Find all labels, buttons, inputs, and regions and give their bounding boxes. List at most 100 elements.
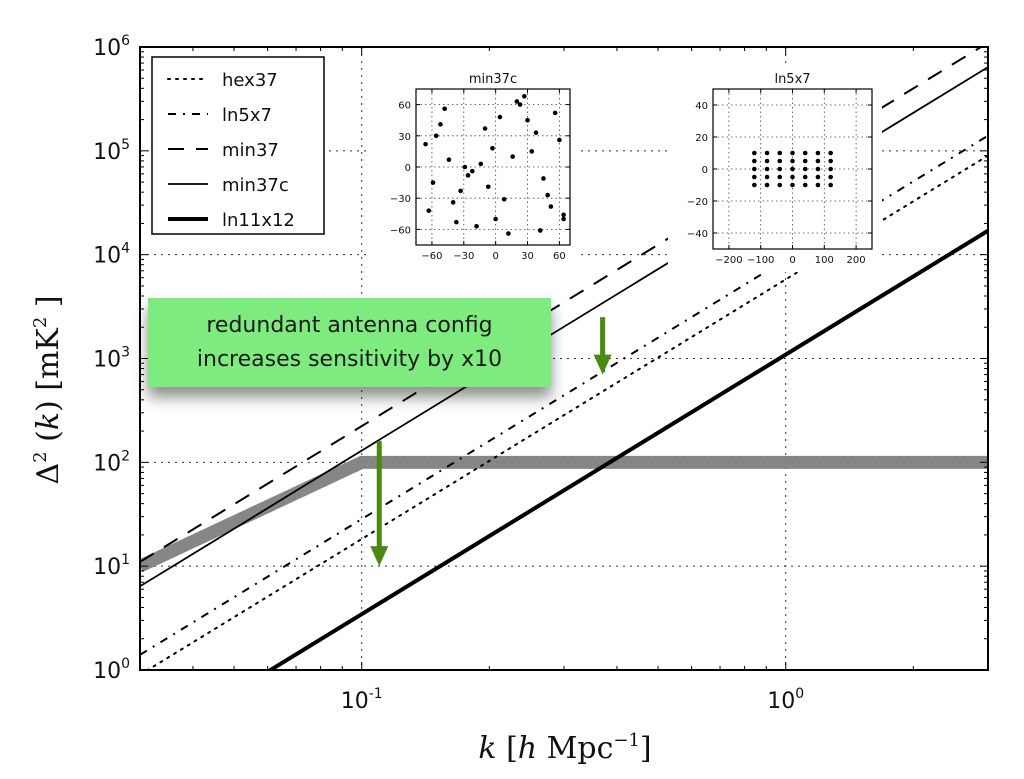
inset-point <box>790 158 795 164</box>
inset-point <box>752 166 757 172</box>
inset-point <box>790 174 795 180</box>
inset-point <box>557 137 562 143</box>
inset-point <box>752 174 757 180</box>
y-tick-label: 101 <box>93 552 130 580</box>
annotation-line-1: redundant antenna config <box>206 312 493 338</box>
inset-point <box>790 182 795 188</box>
down-arrow-head <box>593 354 612 375</box>
inset-point <box>423 141 428 147</box>
inset-x-tick-label: 0 <box>492 251 498 262</box>
x-tick-label: 10-1 <box>341 686 383 714</box>
inset-x-tick-label: 0 <box>789 255 795 266</box>
inset-x-tick-label: −30 <box>453 251 474 262</box>
inset-point <box>561 212 566 218</box>
inset-point <box>458 188 463 194</box>
inset-x-tick-label: −200 <box>715 255 742 266</box>
inset-point <box>478 161 484 167</box>
inset-point <box>752 158 757 164</box>
inset-y-tick-label: 20 <box>695 133 708 144</box>
legend-label-ln5x7: ln5x7 <box>222 105 272 126</box>
inset-x-tick-label: −100 <box>747 255 774 266</box>
inset-min37c: −60 −30 0 30 60 −60 −30 0 30 60 min37c <box>371 67 580 268</box>
inset-point <box>446 157 452 163</box>
inset-point <box>506 231 511 236</box>
inset-point <box>514 99 520 104</box>
inset-y-tick-label: −20 <box>687 197 708 208</box>
inset-point <box>777 182 783 188</box>
inset-point <box>537 228 543 233</box>
inset-point <box>828 182 833 188</box>
inset-point <box>828 150 833 156</box>
inset-point <box>541 176 546 181</box>
inset-point <box>433 133 439 139</box>
inset-point <box>474 223 479 229</box>
legend-box <box>151 56 325 235</box>
inset-point <box>828 158 833 164</box>
inset-point <box>522 93 527 99</box>
inset-background <box>668 67 882 272</box>
legend-label-min37c: min37c <box>222 175 289 196</box>
y-tick-label: 105 <box>93 137 130 165</box>
series-line-hex37 <box>145 154 988 670</box>
inset-point <box>790 166 795 172</box>
inset-point <box>802 158 808 164</box>
inset-point <box>802 182 808 188</box>
y-tick-label: 106 <box>93 33 130 61</box>
annotation-callout: redundant antenna config increases sensi… <box>148 298 551 387</box>
x-axis-label: k [h Mpc−1] <box>478 730 651 766</box>
inset-point <box>552 110 558 116</box>
inset-point <box>430 180 436 185</box>
legend-label-hex37: hex37 <box>222 70 278 91</box>
inset-y-tick-label: −30 <box>390 194 411 205</box>
series-line-ln11x12 <box>266 229 988 670</box>
legend: hex37 ln5x7 min37 min37c ln11x12 <box>151 56 325 235</box>
inset-point <box>802 174 808 180</box>
signal-band <box>140 455 988 573</box>
inset-point <box>777 174 783 180</box>
inset-title: min37c <box>469 72 517 87</box>
y-axis-label: Δ2 (k) [mK2 ] <box>30 295 66 484</box>
inset-point <box>545 192 550 198</box>
inset-y-tick-label: −40 <box>687 229 708 240</box>
legend-label-min37: min37 <box>222 140 279 161</box>
inset-point <box>510 154 515 159</box>
inset-point <box>828 166 833 172</box>
y-tick-label: 100 <box>93 656 130 684</box>
inset-point <box>485 184 491 190</box>
legend-label-ln11x12: ln11x12 <box>222 210 295 231</box>
annotation-line-2: increases sensitivity by x10 <box>196 346 503 372</box>
inset-point <box>490 145 495 151</box>
inset-point <box>777 158 783 164</box>
inset-point <box>561 216 566 222</box>
inset-point <box>501 196 507 202</box>
inset-point <box>815 174 821 180</box>
inset-y-tick-label: 0 <box>405 163 411 174</box>
inset-point <box>752 150 757 156</box>
inset-point <box>426 208 432 213</box>
inset-y-tick-label: 60 <box>398 101 411 112</box>
inset-point <box>469 168 475 174</box>
inset-point <box>777 166 783 172</box>
inset-point <box>815 182 821 188</box>
inset-point <box>529 149 535 154</box>
inset-point <box>764 150 770 156</box>
inset-x-tick-label: 200 <box>847 255 866 266</box>
inset-point <box>454 219 459 225</box>
inset-title: ln5x7 <box>774 72 810 87</box>
inset-point <box>764 174 770 180</box>
inset-point <box>438 122 443 127</box>
inset-point <box>517 102 523 107</box>
inset-point <box>450 200 456 205</box>
inset-x-tick-label: 60 <box>553 251 566 262</box>
inset-point <box>815 150 821 156</box>
inset-frame <box>415 88 571 246</box>
inset-point <box>752 182 757 188</box>
inset-point <box>777 150 783 156</box>
y-tick-label: 104 <box>93 241 130 269</box>
inset-frame <box>712 88 873 250</box>
x-tick-label: 100 <box>767 686 804 714</box>
arrows-layer <box>370 317 612 567</box>
inset-x-tick-label: 100 <box>815 255 834 266</box>
